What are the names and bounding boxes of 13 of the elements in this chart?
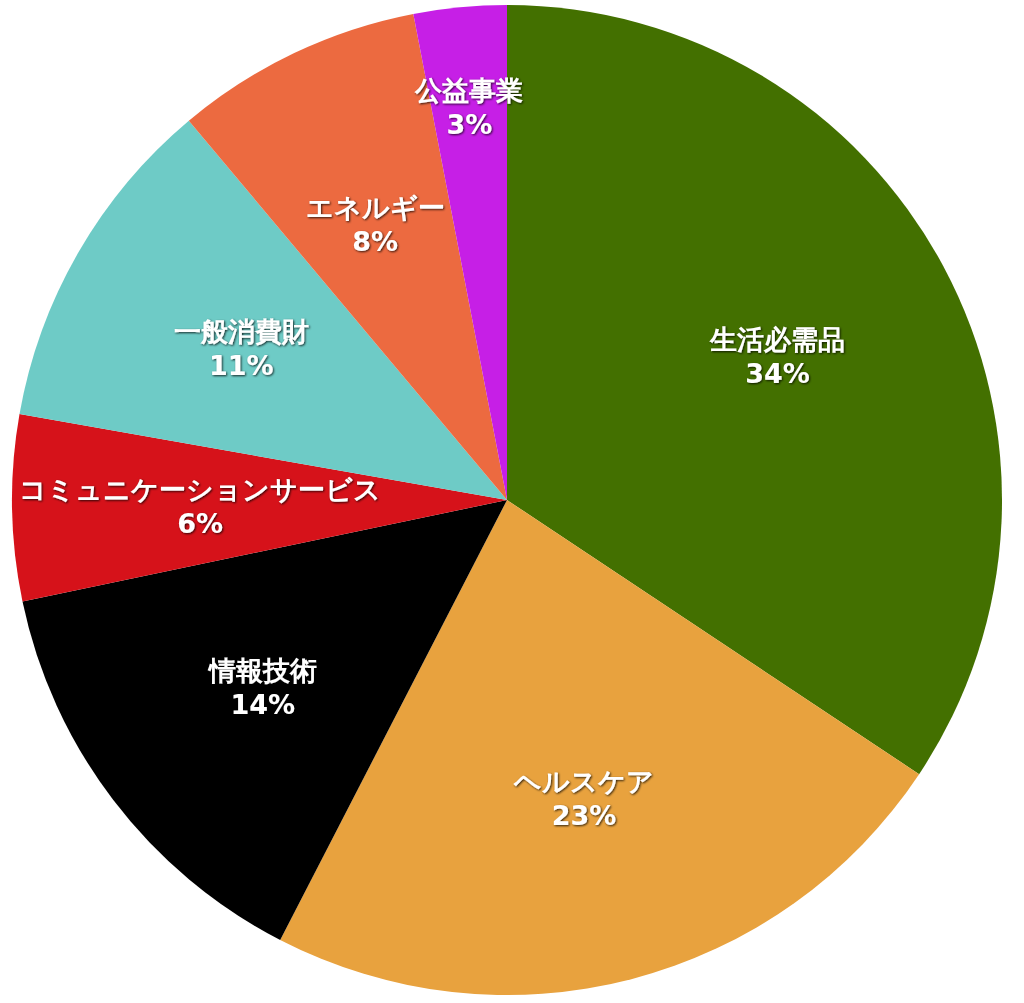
slice-label: エネルギー (305, 191, 445, 223)
data-label: 23% (551, 800, 617, 832)
slice-label: 情報技術 (206, 654, 317, 686)
slice-label: コミュニケーションサービス (19, 473, 382, 505)
data-label: 34% (745, 358, 810, 390)
data-label: 3% (446, 108, 493, 140)
slice-label: ヘルスケア (513, 766, 655, 798)
data-label: 6% (177, 507, 224, 539)
slice-label: 一般消費財 (173, 315, 309, 347)
data-label: 11% (208, 349, 274, 381)
data-label: 8% (352, 225, 399, 257)
data-label: 14% (230, 688, 296, 720)
slice-label: 生活必需品 (709, 324, 846, 356)
